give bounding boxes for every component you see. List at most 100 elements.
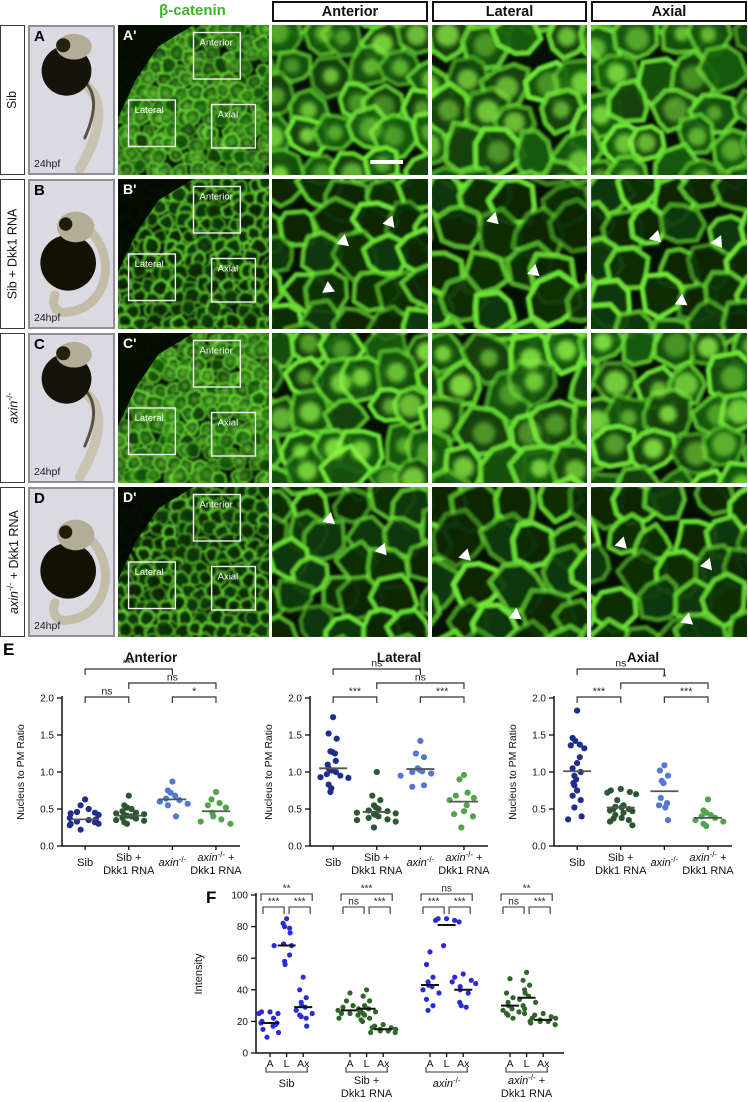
data-point — [507, 976, 513, 982]
data-point — [574, 707, 581, 714]
data-point — [574, 760, 581, 767]
data-point — [629, 808, 636, 815]
axial-ratio-plot: Axial Nucleus to PM Ratio 0.0 0.5 1.0 1.5 2.0 S… — [504, 646, 746, 882]
data-point — [85, 805, 92, 813]
data-point — [655, 802, 663, 809]
data-point — [576, 754, 583, 761]
arrowhead-icon — [458, 548, 471, 561]
data-point — [552, 1022, 558, 1028]
svg-text:Axial: Axial — [218, 110, 239, 121]
data-point — [452, 917, 458, 923]
data-point — [606, 807, 614, 814]
row-genotype-label: Sib — [0, 25, 25, 175]
data-point — [335, 1007, 341, 1013]
data-point — [380, 1022, 386, 1028]
data-point — [297, 987, 303, 993]
arrowhead-icon — [486, 211, 499, 225]
svg-text:Nucleus to PM Ratio: Nucleus to PM Ratio — [263, 724, 275, 820]
lateral-zoom-panel — [432, 333, 587, 483]
data-point — [449, 979, 455, 985]
data-point — [370, 824, 378, 831]
anterior-zoom-panel — [272, 487, 428, 637]
significance-bracket — [420, 893, 473, 901]
group-bracket — [505, 1067, 548, 1073]
svg-text:A: A — [506, 1058, 513, 1070]
overview-micrograph-panel: Anterior Lateral Axial B' — [118, 179, 269, 329]
data-point — [343, 998, 350, 1004]
data-point — [375, 805, 382, 813]
axial-zoom-micrograph — [591, 25, 747, 175]
significance-bracket — [171, 696, 217, 703]
svg-text:Dkk1 RNA: Dkk1 RNA — [351, 865, 403, 877]
data-point — [528, 1020, 534, 1026]
significance-bracket — [663, 696, 709, 703]
timepoint-label: 24hpf — [34, 312, 61, 324]
data-point — [509, 1006, 515, 1012]
data-point — [73, 808, 81, 816]
data-point — [463, 1004, 469, 1010]
svg-text:ns: ns — [348, 897, 359, 908]
svg-text:Ax: Ax — [457, 1058, 470, 1070]
data-point — [520, 977, 526, 983]
significance-bracket — [448, 906, 471, 914]
data-point — [423, 996, 430, 1002]
svg-text:0.0: 0.0 — [40, 842, 54, 853]
data-point — [417, 737, 424, 744]
data-point — [373, 1009, 379, 1015]
anterior-zoom-micrograph — [272, 179, 428, 329]
data-point — [625, 817, 632, 824]
group-bracket — [425, 1067, 468, 1073]
data-point — [264, 1034, 270, 1040]
overview-micrograph-panel: Anterior Lateral Axial D' — [118, 487, 269, 637]
data-point — [128, 805, 135, 813]
data-point — [325, 730, 332, 737]
panel-letter: A — [34, 28, 45, 45]
svg-text:Dkk1 RNA: Dkk1 RNA — [341, 1088, 393, 1100]
svg-text:0: 0 — [242, 1049, 248, 1060]
data-point — [578, 813, 585, 820]
inset-box — [210, 257, 257, 303]
data-point — [256, 1010, 262, 1017]
data-point — [576, 741, 583, 748]
data-point — [66, 822, 73, 829]
svg-text:1.0: 1.0 — [532, 768, 546, 779]
svg-text:axin-/- +: axin-/- + — [445, 850, 482, 864]
significance-bracket — [500, 893, 553, 901]
data-point — [172, 813, 180, 820]
lateral-zoom-micrograph — [432, 179, 587, 329]
data-point — [392, 818, 399, 825]
data-point — [460, 808, 468, 815]
data-point — [210, 813, 217, 820]
data-point — [629, 822, 636, 829]
data-point — [275, 1029, 282, 1036]
data-point — [323, 771, 330, 778]
data-point — [332, 768, 339, 776]
data-point — [309, 1010, 315, 1017]
lateral-zoom-micrograph — [432, 25, 587, 175]
lateral-ratio-plot: Lateral Nucleus to PM Ratio 0.0 0.5 1.0 1.5 2.… — [260, 646, 502, 882]
svg-text:A: A — [426, 1058, 433, 1070]
data-point — [373, 768, 380, 776]
data-point — [430, 1003, 436, 1009]
data-point — [662, 804, 669, 811]
svg-text:60: 60 — [237, 954, 249, 965]
lateral-zoom-panel — [432, 179, 587, 329]
lateral-zoom-panel — [432, 487, 587, 637]
embryo-image — [30, 489, 113, 635]
data-point — [661, 762, 668, 769]
inset-box — [127, 253, 177, 302]
data-point — [347, 990, 353, 996]
data-point — [365, 814, 372, 821]
svg-text:**: ** — [523, 884, 531, 895]
data-point — [441, 943, 447, 949]
anterior-zoom-panel — [272, 179, 428, 329]
anterior-chart: Anterior Nucleus to PM Ratio 0.0 0.5 1.0 1.5 2… — [15, 650, 242, 877]
svg-text:Anterior: Anterior — [125, 650, 178, 665]
embryo-photo-panel: B 24hpf — [28, 179, 115, 329]
inset-box — [192, 185, 242, 234]
svg-text:L: L — [524, 1058, 530, 1070]
arrowhead-icon — [527, 264, 540, 277]
data-point — [660, 780, 667, 787]
data-point — [113, 817, 120, 824]
